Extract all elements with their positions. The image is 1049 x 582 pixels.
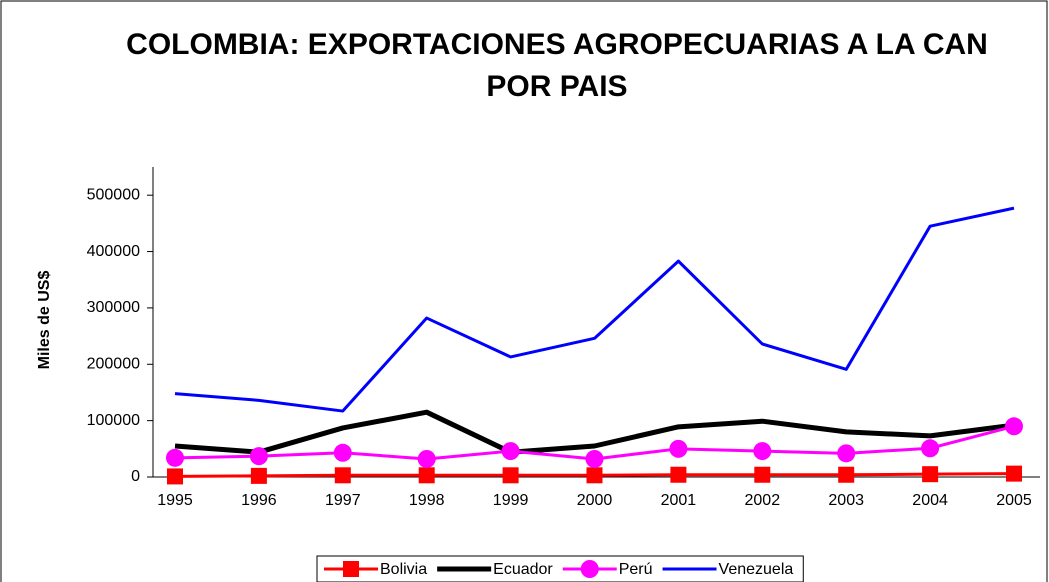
- x-tick-label: 2000: [577, 492, 613, 509]
- x-tick-label: 1996: [241, 492, 277, 509]
- marker: [333, 443, 352, 462]
- marker: [670, 466, 687, 483]
- y-tick-label: 500000: [87, 186, 140, 203]
- x-tick-label: 2004: [912, 492, 948, 509]
- marker: [417, 449, 436, 468]
- legend-label: Venezuela: [719, 561, 794, 578]
- marker: [166, 448, 184, 467]
- legend-marker: [580, 560, 599, 578]
- y-tick-label: 300000: [87, 299, 140, 316]
- x-tick-label: 1997: [325, 492, 361, 509]
- legend-label: Perú: [619, 561, 653, 578]
- x-tick-label: 1998: [409, 492, 445, 509]
- y-tick-label: 0: [131, 468, 140, 485]
- y-tick-label: 100000: [87, 412, 140, 429]
- marker: [1005, 417, 1023, 436]
- marker: [501, 442, 520, 461]
- legend-label: Ecuador: [493, 561, 553, 578]
- marker: [838, 466, 855, 483]
- legend: Bolivia Ecuador Perú Venezuela: [316, 555, 804, 582]
- marker: [250, 467, 267, 484]
- series-line: [174, 206, 1015, 413]
- legend-label: Bolivia: [380, 561, 427, 578]
- x-tick-label: 1999: [493, 492, 529, 509]
- marker: [586, 467, 603, 484]
- y-axis-label: Miles de US$: [36, 271, 53, 370]
- x-tick-label: 2005: [996, 492, 1032, 509]
- marker: [334, 467, 351, 484]
- legend-box: [316, 555, 804, 582]
- chart-title: COLOMBIA: EXPORTACIONES AGROPECUARIAS A …: [126, 28, 988, 103]
- x-tick-label: 2001: [661, 492, 697, 509]
- marker: [249, 447, 268, 466]
- x-tick-label: 2002: [745, 492, 781, 509]
- marker: [921, 439, 940, 458]
- y-tick-label: 200000: [87, 355, 140, 372]
- marker: [837, 444, 856, 463]
- marker: [669, 439, 688, 458]
- marker: [502, 467, 519, 484]
- x-tick-label: 2003: [828, 492, 864, 509]
- marker: [922, 466, 939, 483]
- x-tick-label: 1995: [157, 492, 193, 509]
- marker: [167, 468, 183, 485]
- y-tick-label: 400000: [87, 243, 140, 260]
- marker: [754, 466, 771, 483]
- marker: [585, 449, 604, 468]
- marker: [418, 467, 435, 484]
- series-line: [174, 409, 1015, 455]
- legend-marker: [343, 561, 359, 577]
- marker: [753, 442, 772, 461]
- marker: [1006, 465, 1022, 482]
